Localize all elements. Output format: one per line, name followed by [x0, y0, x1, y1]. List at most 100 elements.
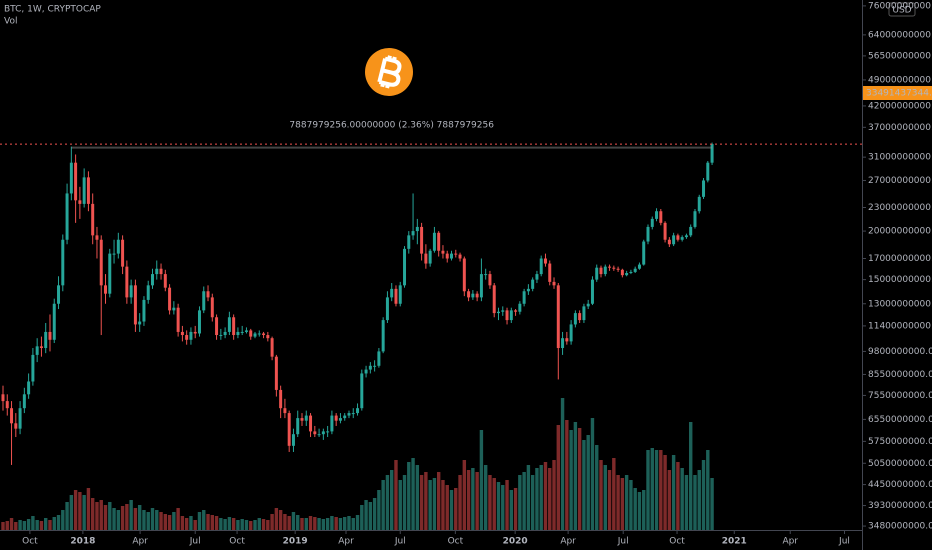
- candle-body: [129, 285, 133, 298]
- candle-body: [249, 330, 253, 337]
- volume-bar: [428, 480, 432, 530]
- volume-bar: [676, 462, 680, 530]
- y-tick-label: 7550000000.00000000: [868, 391, 932, 401]
- volume-bar: [697, 470, 701, 530]
- candle-body: [492, 285, 496, 314]
- volume-bar: [518, 475, 522, 530]
- volume-bar: [261, 519, 266, 530]
- volume-bar: [407, 462, 411, 530]
- candle-body: [219, 335, 223, 337]
- volume-bar: [219, 518, 223, 530]
- x-tick-label: Apr: [338, 537, 354, 547]
- candle-body: [676, 235, 680, 240]
- candle-body: [125, 266, 129, 298]
- candle-body: [603, 266, 607, 275]
- volume-bar: [210, 515, 215, 530]
- volume-bar: [462, 460, 467, 530]
- candle-body: [112, 253, 116, 255]
- volume-bar: [539, 465, 543, 530]
- candle-body: [236, 331, 240, 336]
- volume-bar: [223, 519, 227, 530]
- volume-bar: [31, 516, 35, 530]
- volume-bar: [445, 485, 449, 530]
- volume-bar: [684, 475, 689, 530]
- y-tick-label: 56500000000.00000000: [868, 51, 932, 61]
- candle-body: [539, 258, 543, 275]
- candle-body: [155, 268, 159, 275]
- volume-bar: [577, 428, 582, 530]
- y-tick-label: 20000000000.00000000: [868, 227, 932, 237]
- volume-bar: [607, 470, 612, 530]
- volume-bar: [347, 516, 351, 530]
- volume-bar: [471, 468, 475, 530]
- volume-bar: [693, 475, 697, 530]
- y-tick-label: 3480000000.00000000: [868, 522, 932, 532]
- last-price-label: 33491437344.00000000: [866, 89, 932, 99]
- volume-bar: [14, 522, 18, 530]
- volume-bar: [441, 480, 445, 530]
- currency-box[interactable]: [888, 2, 916, 17]
- candle-body: [569, 324, 573, 342]
- volume-bar: [595, 445, 599, 530]
- candle-body: [450, 253, 453, 259]
- volume-bar: [214, 516, 219, 530]
- volume-bar: [424, 472, 428, 530]
- x-tick-label: Apr: [782, 537, 798, 547]
- candle-body: [10, 408, 14, 424]
- y-tick-label: 31000000000.00000000: [868, 153, 932, 163]
- volume-bar: [313, 517, 317, 530]
- candle-body: [253, 333, 257, 337]
- volume-bar: [159, 512, 163, 530]
- candle-body: [454, 253, 458, 255]
- candle-body: [535, 274, 539, 280]
- candle-body: [411, 231, 415, 236]
- volume-bar: [526, 465, 531, 530]
- x-tick-label: Jul: [189, 537, 201, 547]
- candle-body: [595, 267, 599, 280]
- volume-bar: [398, 480, 402, 530]
- candle-body: [296, 418, 300, 435]
- volume-bar: [112, 508, 116, 530]
- volume-bar: [560, 398, 565, 530]
- volume-bar: [449, 490, 454, 530]
- candle-body: [65, 193, 69, 240]
- candle-body: [291, 434, 295, 446]
- volume-bar: [193, 520, 197, 530]
- x-tick-label: Jul: [394, 537, 406, 547]
- currency-label[interactable]: USD: [892, 6, 911, 16]
- candle-body: [150, 274, 154, 286]
- volume-bar: [659, 450, 663, 530]
- volume-bar: [466, 470, 471, 530]
- volume-bar: [671, 455, 676, 530]
- candle-body: [202, 291, 206, 311]
- candle-body: [394, 288, 398, 304]
- volume-bar: [642, 490, 646, 530]
- candle-body: [484, 274, 488, 276]
- candle-body: [14, 423, 18, 429]
- volume-bar: [411, 458, 415, 530]
- volume-bar: [103, 505, 108, 530]
- volume-bar: [35, 520, 39, 530]
- candle-body: [420, 226, 424, 254]
- candle-body: [471, 293, 475, 298]
- candle-body: [509, 310, 513, 321]
- candle-body: [377, 351, 381, 366]
- logo-b: [377, 55, 402, 89]
- candle-body: [655, 211, 659, 219]
- candle-body: [240, 331, 244, 333]
- candle-body: [561, 338, 565, 349]
- volume-bar: [364, 500, 368, 530]
- candle-body: [522, 291, 526, 304]
- x-tick-label: Oct: [22, 537, 38, 547]
- candle-body: [667, 239, 671, 245]
- candle-body: [573, 313, 577, 325]
- candle-body: [556, 285, 560, 349]
- volume-bar: [133, 508, 138, 530]
- volume-bar: [454, 488, 458, 530]
- volume-bar: [287, 516, 291, 530]
- volume-bar: [202, 510, 206, 530]
- volume-bar: [629, 480, 633, 530]
- candle-body: [462, 258, 466, 292]
- candle-body: [266, 335, 270, 339]
- volume-bar: [137, 505, 142, 530]
